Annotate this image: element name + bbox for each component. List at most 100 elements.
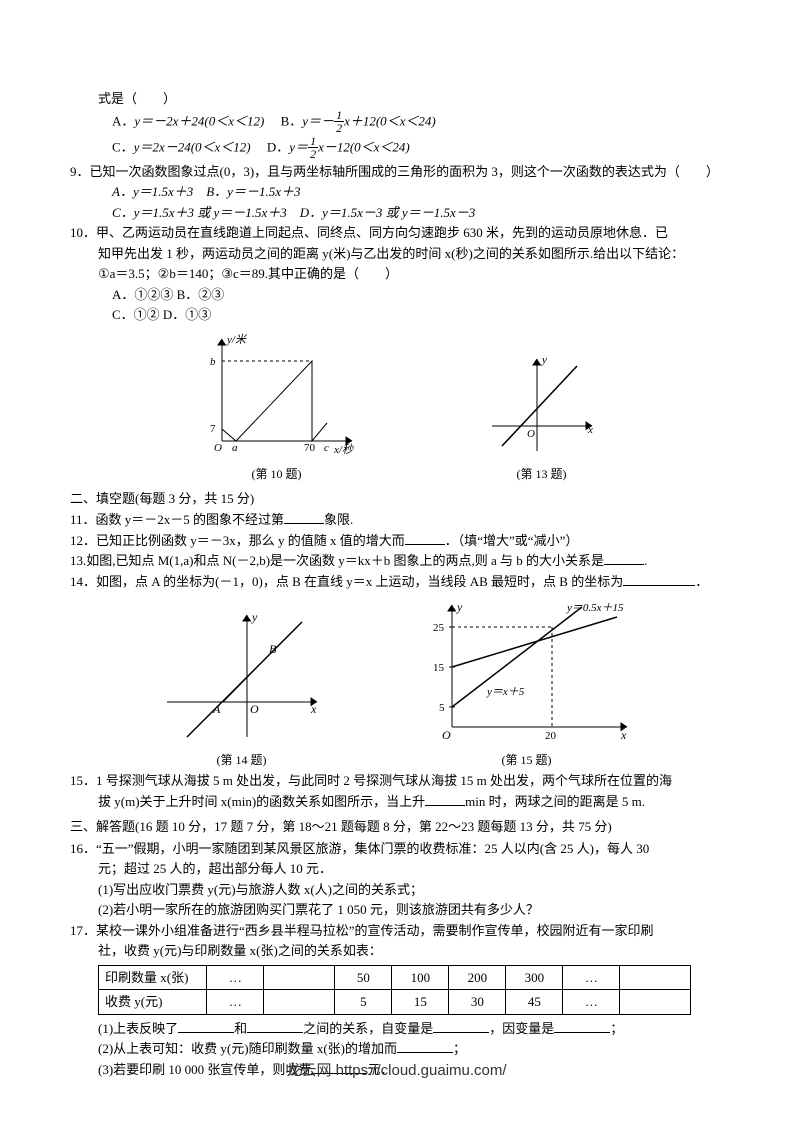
- q8-b-math-pre: y＝－: [302, 113, 334, 128]
- q17-r2c0: 收费 y(元): [99, 990, 207, 1015]
- q9-option-c-d: C．y＝1.5x＋3 或 y＝－1.5x＋3 D．y＝1.5x－3 或 y＝－1…: [70, 203, 723, 223]
- q16-line2: 元；超过 25 人的，超出部分每人 10 元．: [70, 859, 723, 879]
- q8-c-math: y＝2x－24(0＜x＜12): [134, 139, 251, 154]
- q12: 12．已知正比例函数 y＝－3x，那么 y 的值随 x 值的增大而 ．（填“增大”…: [70, 531, 723, 551]
- q14-pre: 14．如图，点 A 的坐标为(－1，0)，点 B 在直线 y＝x 上运动，当线段…: [70, 574, 623, 589]
- q17-blankcell: [264, 965, 335, 990]
- q17-r1-1: 100: [392, 965, 449, 990]
- q17-r1-2: 200: [449, 965, 506, 990]
- q10-stem-1: 10．甲、乙两运动员在直线跑道上同起点、同终点、同方向匀速跑步 630 米，先到…: [70, 223, 723, 243]
- q15-blank: [425, 792, 465, 805]
- q8-a-prefix: A．: [112, 113, 134, 128]
- q17-p2: (2)从上表可知：收费 y(元)随印刷数量 x(张)的增加而；: [70, 1039, 723, 1059]
- q17-blankcell-4: [620, 990, 691, 1015]
- q17-p1-mid1: 和: [234, 1021, 247, 1036]
- q8-a-math: y＝－2x＋24(0＜x＜12): [134, 113, 264, 128]
- fig15-origin: O: [442, 728, 451, 742]
- figure-13: y x O (第 13 题): [482, 351, 602, 483]
- q8-d-prefix: D．: [254, 139, 289, 154]
- fig15-y5: 5: [439, 702, 445, 714]
- q11-blank: [284, 511, 324, 524]
- q17-blankcell-3: [264, 990, 335, 1015]
- q12-pre: 12．已知正比例函数 y＝－3x，那么 y 的值随 x 值的增大而: [70, 533, 405, 548]
- q15-line2-post: min 时，两球之间的距离是 5 m.: [465, 794, 645, 809]
- q9-option-a-b: A．y＝1.5x＋3 B．y＝－1.5x＋3: [70, 182, 723, 202]
- q8-stem: 式是（ ）: [70, 89, 723, 109]
- table-row: 印刷数量 x(张) … 50 100 200 300 …: [99, 965, 691, 990]
- q10-stem-3: ①a＝3.5；②b＝140；③c＝89.其中正确的是（ ）: [70, 264, 723, 284]
- section-3-title: 三、解答题(16 题 10 分，17 题 7 分，第 18～21 题每题 8 分…: [70, 817, 723, 837]
- q8-c-prefix: C．: [112, 139, 134, 154]
- q14: 14．如图，点 A 的坐标为(－1，0)，点 B 在直线 y＝x 上运动，当线段…: [70, 572, 723, 592]
- q10-option-a-b: A．①②③ B．②③: [70, 285, 723, 305]
- fig14-origin: O: [250, 702, 259, 716]
- q17-p1-blank4: [554, 1019, 610, 1032]
- fig14-xlabel: x: [310, 702, 317, 716]
- fig13-ylabel: y: [541, 354, 547, 366]
- fig10-c: c: [324, 442, 329, 454]
- q17-r2-2: 30: [449, 990, 506, 1015]
- fig10-origin: O: [214, 442, 222, 454]
- page-footer: 龙云网 https://cloud.guaimu.com/: [0, 1060, 793, 1083]
- q17-p1-blank2: [247, 1019, 303, 1032]
- figure-10-svg: y/米 b 7 O a 70 c x/秒: [192, 331, 362, 461]
- q17-dots3: …: [207, 990, 264, 1015]
- q14-blank: [623, 572, 695, 585]
- q17-dots: …: [207, 965, 264, 990]
- q15-line2: 拔 y(m)关于上升时间 x(min)的函数关系如图所示，当上升 min 时，两球…: [70, 792, 723, 812]
- q15-line1: 15．1 号探测气球从海拔 5 m 处出发，与此同时 2 号探测气球从海拔 15…: [70, 771, 723, 791]
- fig13-xlabel: x: [587, 424, 593, 436]
- q17-p1-blank1: [178, 1019, 234, 1032]
- figure-14: y x O A B (第 14 题): [157, 607, 327, 769]
- q8-b-prefix: B．: [268, 113, 303, 128]
- q17-r2-1: 15: [392, 990, 449, 1015]
- q10-stem-2: 知甲先出发 1 秒，两运动员之间的距离 y(米)与乙出发的时间 x(秒)之间的关…: [70, 244, 723, 264]
- q8-d-frac: 12: [308, 135, 318, 160]
- q8-d-math-post: x－12(0＜x＜24): [318, 139, 410, 154]
- figures-row-14-15: y x O A B (第 14 题): [70, 597, 723, 769]
- q14-post: ．: [695, 574, 708, 589]
- q16-p1: (1)写出应收门票费 y(元)与旅游人数 x(人)之间的关系式；: [70, 880, 723, 900]
- q11-pre: 11．函数 y＝－2x－5 的图象不经过第: [70, 512, 284, 527]
- fig10-b: b: [210, 356, 216, 368]
- fig14-A: A: [212, 702, 221, 716]
- q11-post: 象限.: [324, 512, 353, 527]
- q17-p1-post: ；: [610, 1021, 623, 1036]
- figure-15-caption: (第 15 题): [417, 751, 637, 769]
- q17-r1c0: 印刷数量 x(张): [99, 965, 207, 990]
- q13-blank: [604, 552, 644, 565]
- q17-p1-pre: (1)上表反映了: [98, 1021, 178, 1036]
- fig15-y15: 15: [433, 662, 445, 674]
- figure-15: y x O 5 15 25 20 y＝0.5x＋15 y＝x＋5 (第 15 题…: [417, 597, 637, 769]
- q8-d-math-pre: y＝: [289, 139, 308, 154]
- q17-dots4: …: [563, 990, 620, 1015]
- q17-p2-pre: (2)从上表可知：收费 y(元)随印刷数量 x(张)的增加而: [98, 1041, 397, 1056]
- q12-post: ．（填“增大”或“减小”）: [445, 533, 579, 548]
- q8-b-math-post: x＋12(0＜x＜24): [344, 113, 436, 128]
- fig14-B: B: [269, 642, 277, 656]
- fig15-y25: 25: [433, 622, 445, 634]
- figure-13-svg: y x O: [482, 351, 602, 461]
- q17-r1-3: 300: [506, 965, 563, 990]
- q10-option-c-d: C．①② D．①③: [70, 305, 723, 325]
- fig15-ylabel: y: [456, 600, 463, 614]
- fig13-origin: O: [527, 428, 535, 440]
- fig15-x20: 20: [545, 730, 557, 742]
- q17-blankcell-2: [620, 965, 691, 990]
- q17-p1-mid3: ，因变量是: [489, 1021, 554, 1036]
- fig10-ylabel: y/米: [226, 333, 247, 346]
- section-2-title: 二、填空题(每题 3 分，共 15 分): [70, 489, 723, 509]
- q17-table: 印刷数量 x(张) … 50 100 200 300 … 收费 y(元) … 5…: [98, 965, 691, 1015]
- q9-stem: 9．已知一次函数图象过点(0，3)，且与两坐标轴所围成的三角形的面积为 3，则这…: [70, 162, 723, 182]
- fig10-7: 7: [210, 423, 216, 435]
- q17-p1: (1)上表反映了 和 之间的关系，自变量是 ，因变量是 ；: [70, 1019, 723, 1039]
- figure-10: y/米 b 7 O a 70 c x/秒 (第 10 题): [192, 331, 362, 483]
- table-row: 收费 y(元) … 5 15 30 45 …: [99, 990, 691, 1015]
- q17-p1-mid2: 之间的关系，自变量是: [303, 1021, 433, 1036]
- q17-r2-0: 5: [335, 990, 392, 1015]
- q15-line2-pre: 拔 y(m)关于上升时间 x(min)的函数关系如图所示，当上升: [98, 794, 425, 809]
- figure-14-caption: (第 14 题): [157, 751, 327, 769]
- q17-r1-0: 50: [335, 965, 392, 990]
- fig10-xlabel: x/秒: [333, 443, 354, 456]
- q17-line2: 社，收费 y(元)与印刷数量 x(张)之间的关系如表：: [70, 941, 723, 961]
